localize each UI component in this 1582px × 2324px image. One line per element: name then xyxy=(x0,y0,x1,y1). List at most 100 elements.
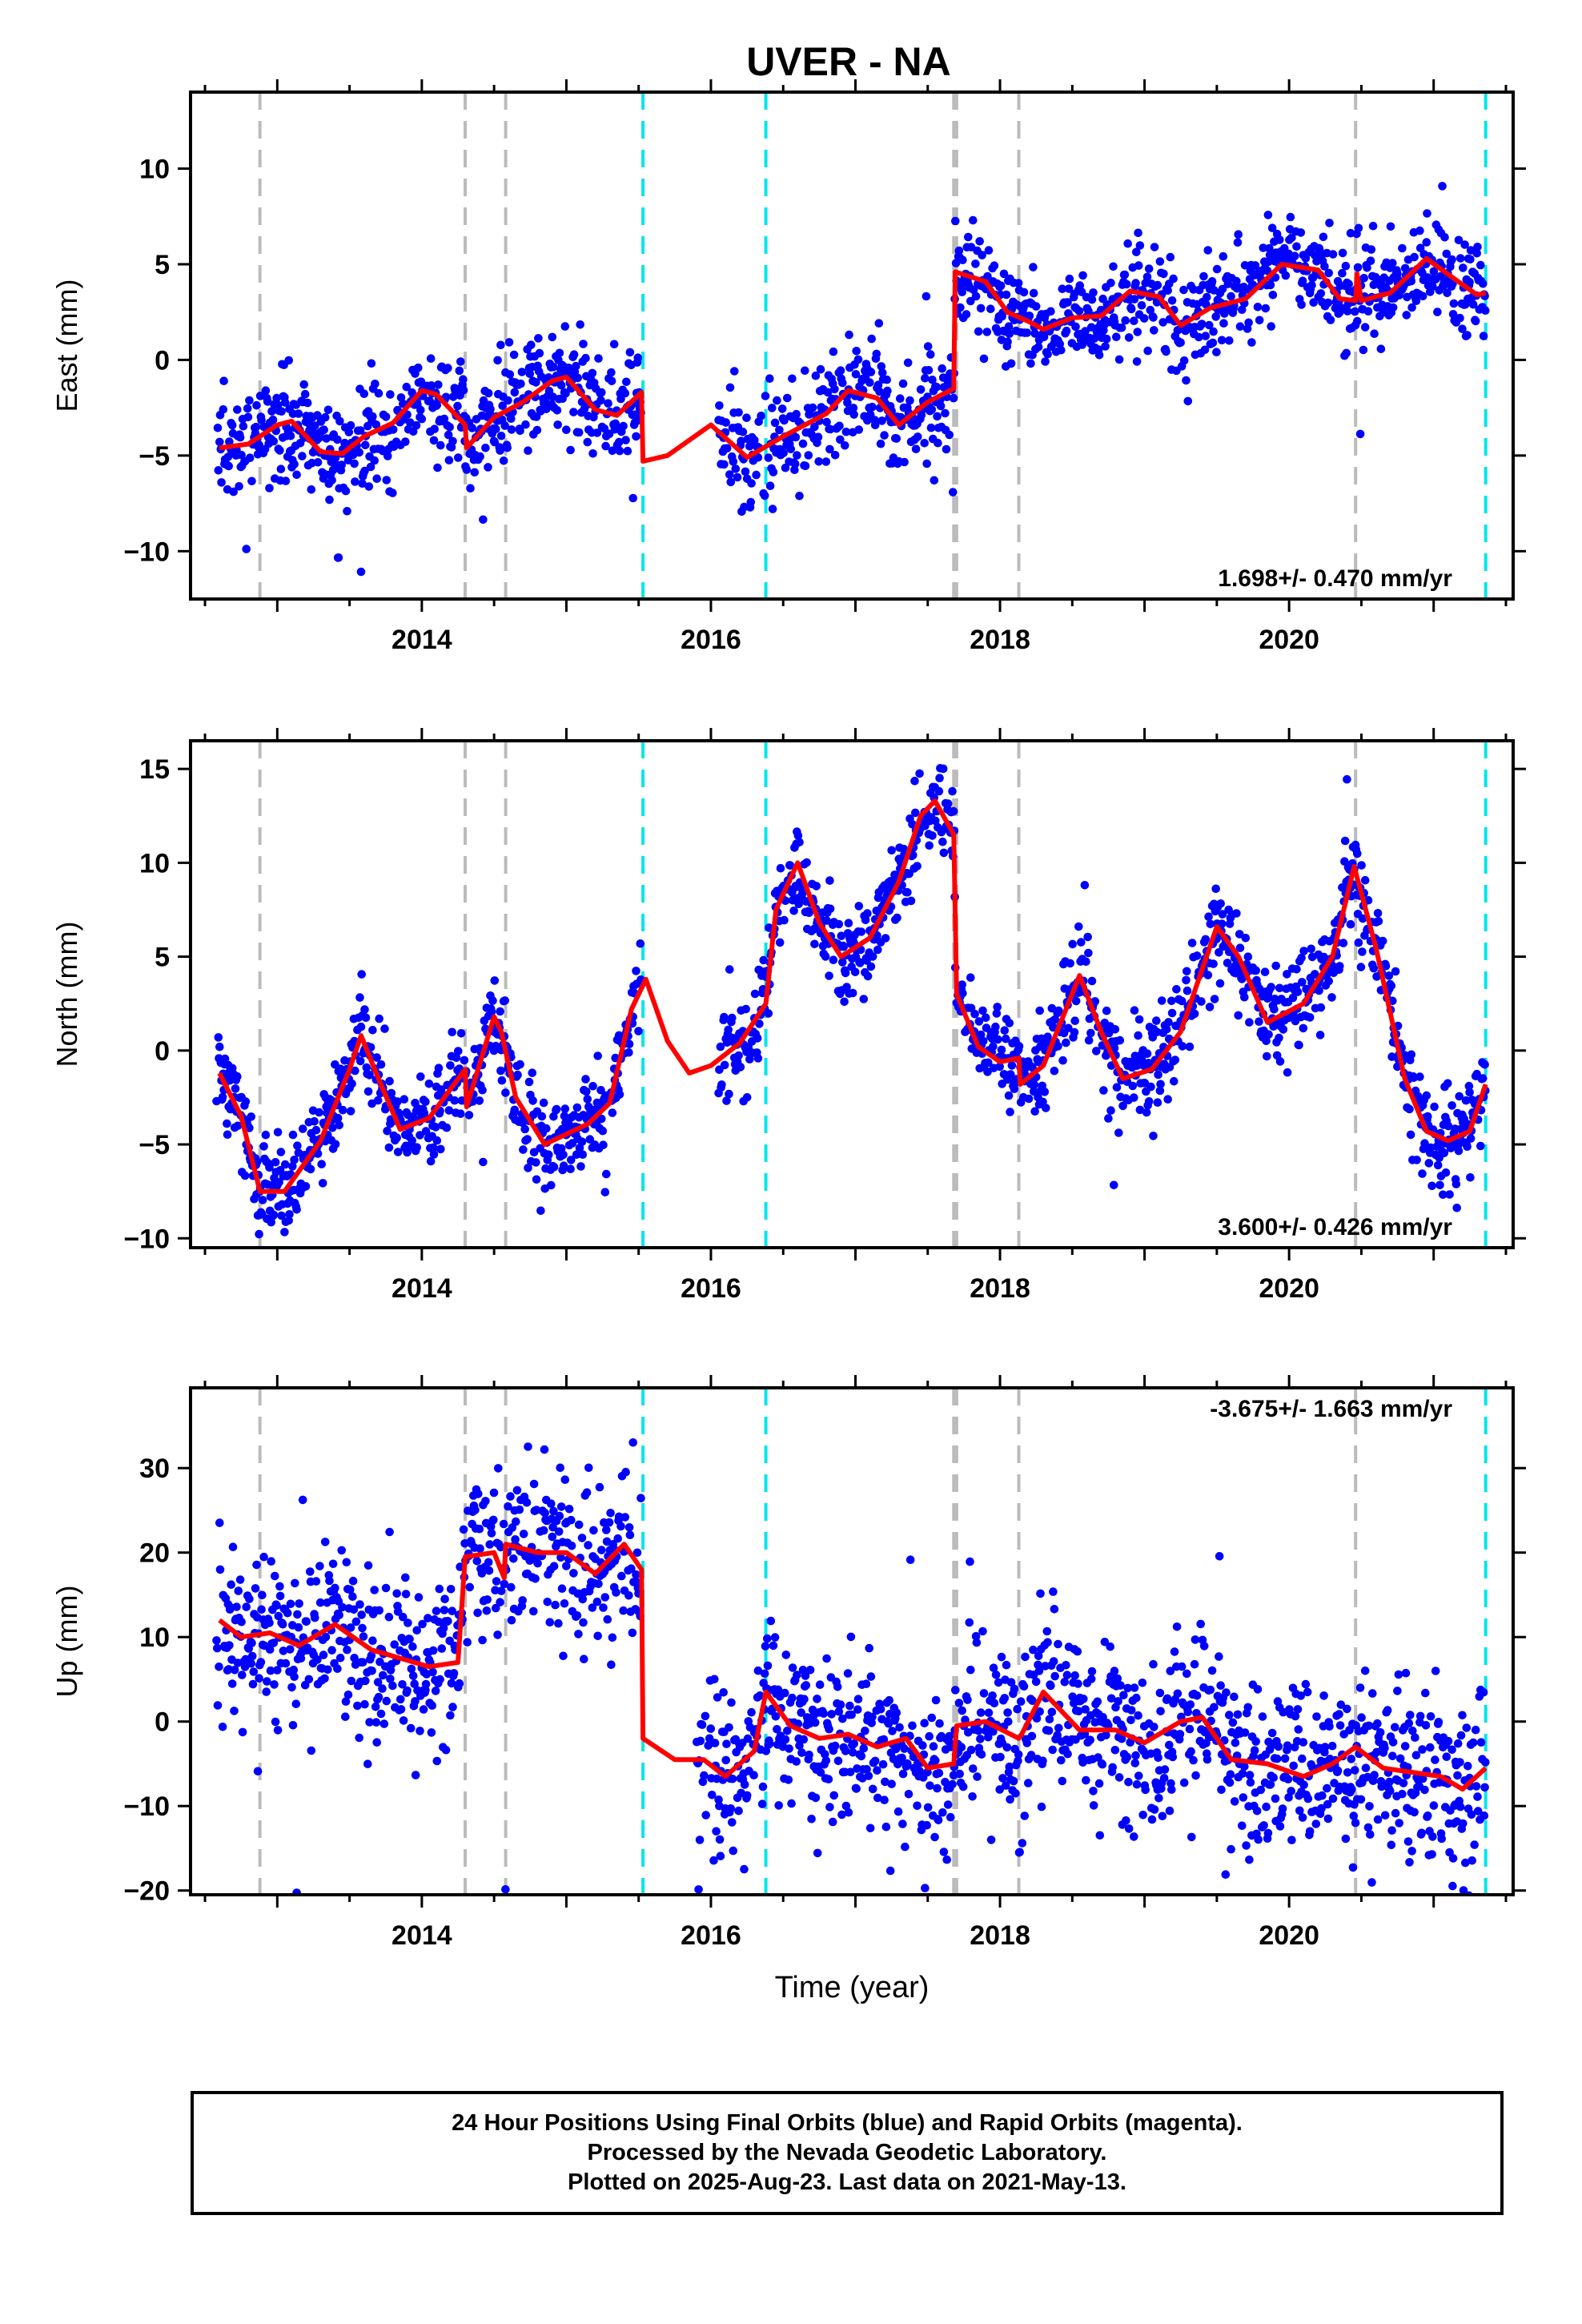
data-point xyxy=(304,1675,314,1684)
data-point xyxy=(865,378,874,388)
data-point xyxy=(478,1085,487,1095)
data-point xyxy=(877,416,886,425)
data-point xyxy=(1384,971,1394,980)
data-point xyxy=(1082,1775,1090,1785)
data-point xyxy=(880,431,889,440)
data-point xyxy=(293,1141,302,1150)
data-point xyxy=(740,502,749,512)
data-point xyxy=(1143,346,1152,356)
data-point xyxy=(448,1703,457,1711)
data-point xyxy=(795,1741,804,1750)
data-point xyxy=(219,405,228,414)
data-point xyxy=(856,959,865,967)
y-axis-label: North (mm) xyxy=(50,922,83,1068)
data-point xyxy=(1267,983,1275,991)
data-point xyxy=(1147,1815,1157,1824)
data-point xyxy=(493,1630,502,1639)
data-point xyxy=(839,942,849,951)
data-point xyxy=(725,470,734,479)
data-point xyxy=(873,1793,882,1803)
data-point xyxy=(715,401,724,410)
data-point xyxy=(523,1135,532,1144)
data-point xyxy=(431,1123,440,1132)
data-point xyxy=(581,353,590,363)
data-point xyxy=(1323,1814,1333,1823)
data-point xyxy=(795,838,804,846)
data-point xyxy=(578,1150,588,1159)
data-point xyxy=(757,412,765,420)
data-point xyxy=(810,1718,820,1727)
data-point xyxy=(773,1685,783,1695)
data-point xyxy=(1014,1756,1022,1766)
data-point xyxy=(228,1542,238,1551)
data-point xyxy=(1393,269,1402,279)
data-point xyxy=(484,463,492,472)
data-point xyxy=(1063,298,1072,307)
data-point xyxy=(1421,1721,1431,1730)
data-point xyxy=(270,1680,279,1689)
data-point xyxy=(1443,1079,1452,1088)
data-point xyxy=(376,1709,386,1719)
data-point xyxy=(1089,288,1098,297)
data-point xyxy=(1182,986,1192,995)
data-point xyxy=(1130,1683,1139,1692)
data-point xyxy=(284,356,294,365)
data-point xyxy=(1349,1811,1359,1820)
data-point xyxy=(934,1768,944,1778)
data-point xyxy=(245,453,255,462)
data-point xyxy=(792,409,801,419)
data-point xyxy=(971,292,981,301)
data-point xyxy=(1135,1105,1145,1115)
data-point xyxy=(903,358,913,368)
data-point xyxy=(1415,1072,1424,1081)
data-point xyxy=(1106,1694,1116,1703)
north-data-points xyxy=(212,764,1490,1239)
data-point xyxy=(1046,1681,1055,1691)
data-point xyxy=(1351,307,1359,316)
data-point xyxy=(1287,1835,1296,1844)
data-point xyxy=(1262,1036,1271,1046)
data-point xyxy=(1089,1787,1098,1795)
data-point xyxy=(267,407,276,416)
data-point xyxy=(859,995,869,1003)
data-point xyxy=(512,1486,522,1495)
data-point xyxy=(1156,1080,1165,1089)
data-point xyxy=(1341,261,1351,271)
data-point xyxy=(896,394,905,404)
data-point xyxy=(1411,1733,1419,1742)
data-point xyxy=(701,1811,710,1819)
data-point xyxy=(887,846,896,855)
data-point xyxy=(733,472,742,482)
data-point xyxy=(614,437,624,447)
data-point xyxy=(760,1669,769,1679)
data-point xyxy=(557,1584,567,1593)
data-point xyxy=(1068,1692,1077,1701)
data-point xyxy=(1260,967,1270,976)
data-point xyxy=(313,458,323,467)
data-point xyxy=(1376,344,1386,354)
data-point xyxy=(1299,947,1308,955)
data-point xyxy=(895,1723,904,1732)
data-point xyxy=(1045,1715,1054,1724)
data-point xyxy=(1298,1754,1307,1763)
data-point xyxy=(997,1045,1006,1055)
data-point xyxy=(582,1488,592,1497)
data-point xyxy=(829,1791,838,1800)
data-point xyxy=(1247,338,1256,347)
rate-label: 3.600+/- 0.426 mm/yr xyxy=(1218,1214,1452,1240)
data-point xyxy=(1112,1083,1122,1092)
data-point xyxy=(1325,219,1334,227)
data-point xyxy=(1274,1742,1283,1751)
data-point xyxy=(843,398,852,408)
data-point xyxy=(597,388,606,397)
data-point xyxy=(1327,993,1336,1002)
x-tick-label: 2014 xyxy=(391,625,452,655)
data-point xyxy=(841,441,849,450)
data-point xyxy=(241,1097,251,1106)
data-point xyxy=(923,342,933,351)
data-point xyxy=(543,1598,552,1606)
data-point xyxy=(245,396,254,405)
data-point xyxy=(225,1076,235,1085)
data-point xyxy=(836,1700,845,1709)
